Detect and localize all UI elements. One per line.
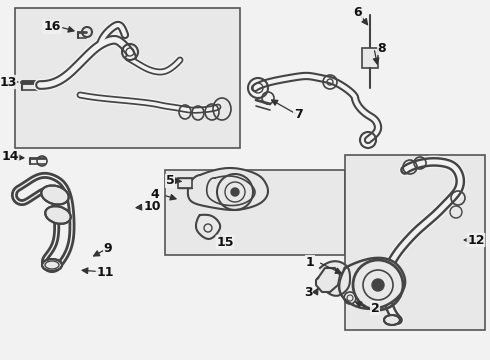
Text: 9: 9	[104, 242, 112, 255]
Text: 8: 8	[378, 41, 386, 54]
Text: 3: 3	[304, 285, 312, 298]
Text: 4: 4	[150, 189, 159, 202]
Text: 13: 13	[0, 76, 17, 89]
Ellipse shape	[41, 185, 69, 204]
Polygon shape	[196, 215, 220, 239]
Text: 2: 2	[370, 302, 379, 315]
Ellipse shape	[384, 315, 400, 325]
Bar	[165, 170, 345, 255]
Text: 16: 16	[43, 21, 61, 33]
Polygon shape	[339, 258, 405, 309]
Ellipse shape	[45, 206, 71, 224]
Polygon shape	[316, 268, 340, 292]
Polygon shape	[320, 261, 350, 296]
Text: 1: 1	[306, 256, 315, 269]
Text: 12: 12	[467, 234, 485, 247]
Circle shape	[231, 188, 239, 196]
Text: 10: 10	[143, 201, 161, 213]
Bar	[178, 178, 192, 188]
Text: 11: 11	[96, 266, 114, 279]
Ellipse shape	[42, 259, 62, 271]
Bar	[362, 48, 378, 68]
Bar	[345, 155, 485, 330]
Polygon shape	[188, 168, 268, 210]
Bar	[15, 8, 240, 148]
Text: 14: 14	[1, 150, 19, 163]
Text: 7: 7	[294, 108, 302, 122]
Text: 5: 5	[166, 175, 174, 188]
Text: 15: 15	[216, 235, 234, 248]
Circle shape	[372, 279, 384, 291]
Text: 6: 6	[354, 5, 362, 18]
